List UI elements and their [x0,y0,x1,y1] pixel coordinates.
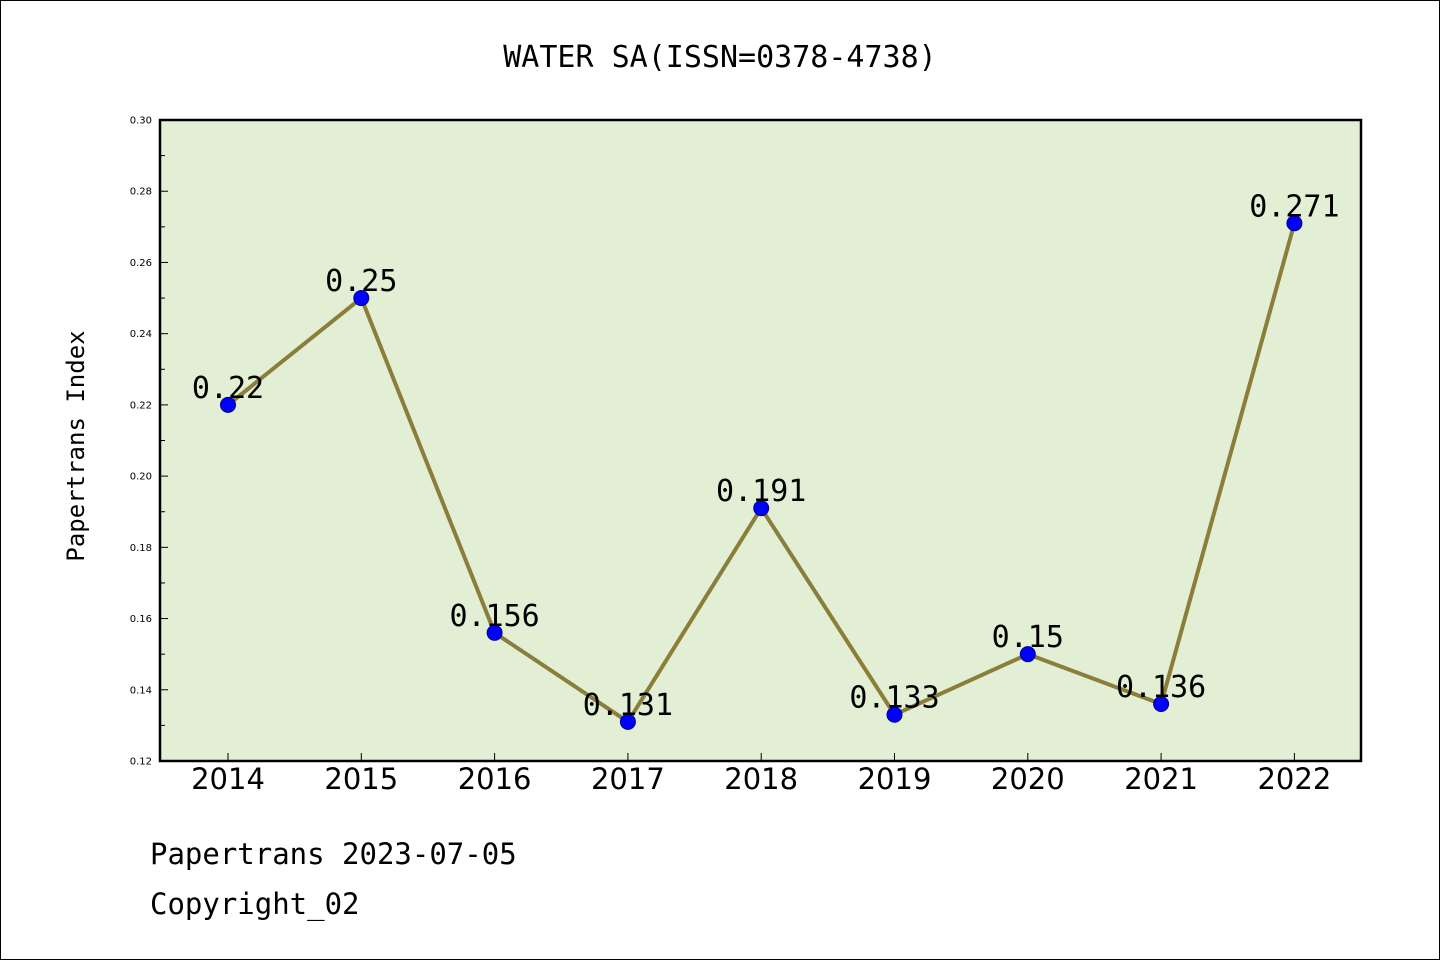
x-tick-label: 2014 [191,762,265,796]
x-axis: 2014 2015 2016 2017 2018 2019 2020 2021 2022 [191,753,1331,796]
data-label: 0.191 [716,474,806,509]
chart-title: WATER SA(ISSN=0378-4738) [503,40,936,75]
y-tick-label: 0.12 [130,757,152,768]
x-tick-label: 2019 [858,762,932,796]
footer-copyright-text: Copyright_02 [150,887,360,922]
marker-layer [220,215,1303,730]
data-label: 0.271 [1249,189,1339,224]
x-tick-label: 2020 [991,762,1065,796]
y-tick-label: 0.22 [130,400,152,411]
x-tick-label: 2017 [591,762,665,796]
x-tick-label: 2016 [458,762,532,796]
data-point-marker [886,706,903,723]
data-point-marker [753,500,770,517]
data-label: 0.156 [449,599,539,634]
data-point-marker [486,624,503,641]
y-tick-label: 0.20 [130,472,152,483]
data-point-marker [353,290,370,307]
x-tick-label: 2021 [1124,762,1198,796]
data-point-marker [619,713,636,730]
data-label: 0.22 [192,371,264,406]
y-tick-label: 0.14 [130,685,152,696]
y-tick-label: 0.18 [130,543,152,554]
y-tick-label: 0.28 [130,187,152,198]
data-label: 0.25 [325,264,397,299]
data-label: 0.136 [1116,670,1206,705]
y-tick-label: 0.24 [130,329,152,340]
x-tick-label: 2018 [724,762,798,796]
data-point-marker [1153,696,1170,713]
data-point-marker [1019,646,1036,663]
data-point-marker [1286,215,1303,232]
y-axis: 0.12 0.14 0.16 0.18 0.20 0.22 0.24 0.26 0.28 0.30 [130,116,168,768]
data-label: 0.133 [849,681,939,716]
data-label-layer: 0.22 0.25 0.156 0.131 0.191 0.133 0.15 0.136 0.2… [192,189,1340,723]
data-point-marker [220,396,236,413]
y-axis-label: Papertrans Index [62,330,90,561]
x-tick-label: 2015 [324,762,398,796]
y-tick-label: 0.30 [130,116,152,127]
y-tick-label: 0.26 [130,258,152,269]
footer-date-text: Papertrans 2023-07-05 [150,837,517,871]
data-label: 0.15 [992,620,1064,655]
data-label: 0.131 [583,688,673,723]
x-tick-label: 2022 [1257,762,1331,796]
plot-area [158,118,1363,763]
y-tick-label: 0.16 [130,614,152,625]
